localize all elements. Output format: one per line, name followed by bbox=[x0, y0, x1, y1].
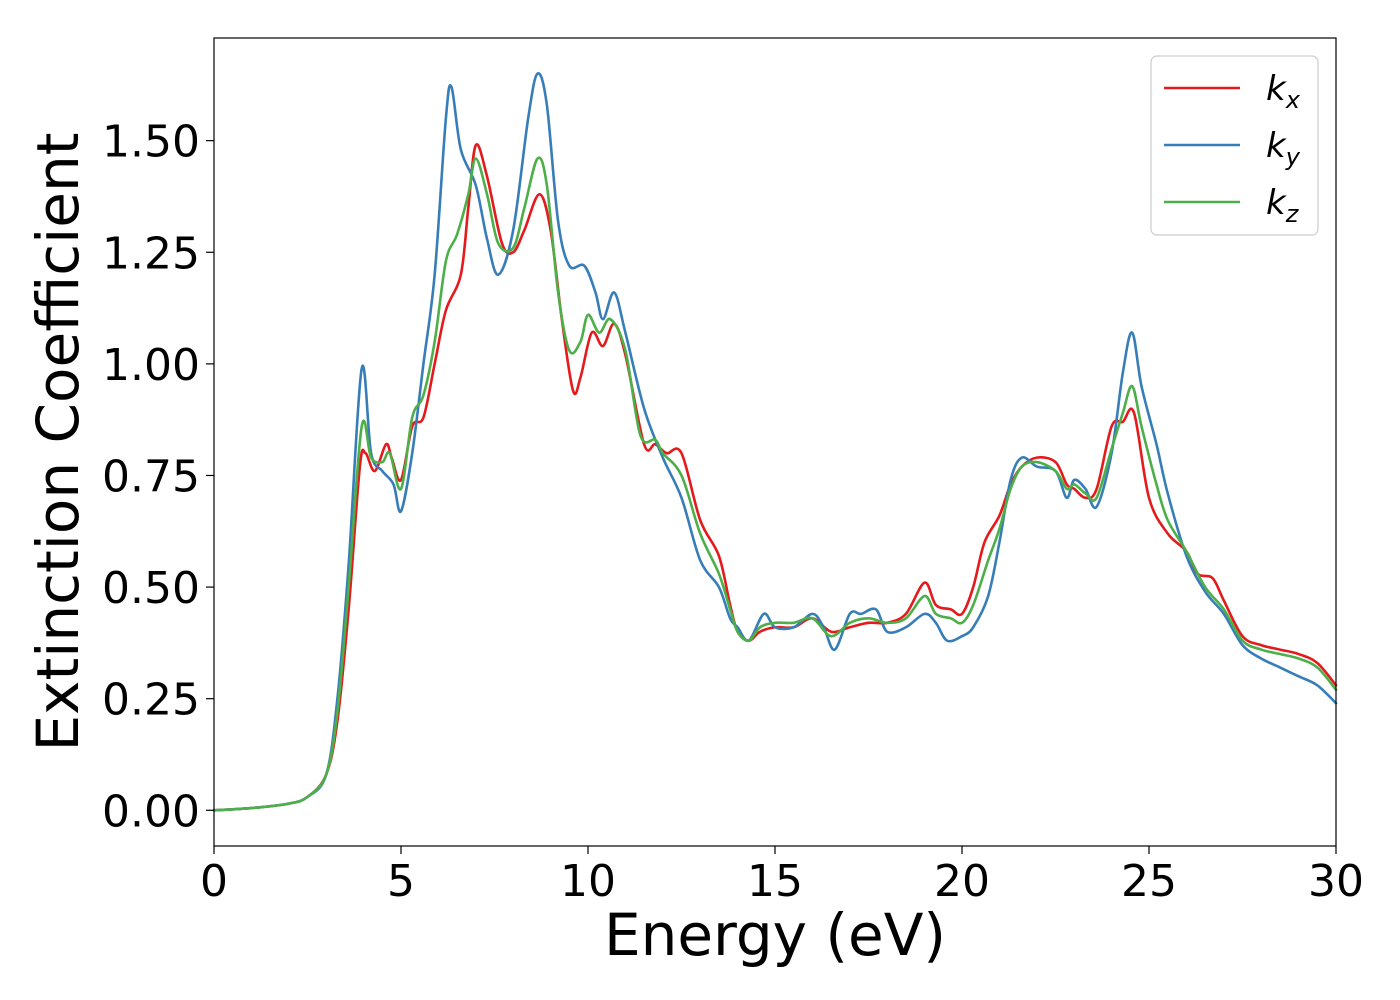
y-tick-label: 1.50 bbox=[102, 117, 200, 168]
y-tick-label: 0.50 bbox=[102, 563, 200, 614]
x-tick-label: 5 bbox=[387, 856, 415, 907]
y-tick-label: 0.75 bbox=[102, 451, 200, 502]
y-tick-label: 1.25 bbox=[102, 228, 200, 279]
y-axis-title: Extinction Coefficient bbox=[24, 133, 92, 752]
y-tick-label: 0.00 bbox=[102, 786, 200, 837]
series-layer bbox=[212, 72, 1338, 812]
x-tick-label: 10 bbox=[560, 856, 616, 907]
x-tick-label: 30 bbox=[1308, 856, 1364, 907]
x-axis-ticks: 0 5 10 15 20 25 30 bbox=[200, 846, 1364, 907]
series-line-y bbox=[212, 72, 1338, 812]
legend-label-x: kx bbox=[1266, 69, 1301, 114]
series-line-z bbox=[212, 156, 1338, 812]
legend-label-y: ky bbox=[1266, 126, 1301, 171]
x-tick-label: 25 bbox=[1121, 856, 1177, 907]
x-tick-label: 20 bbox=[934, 856, 990, 907]
legend-label-z: kz bbox=[1266, 183, 1300, 228]
x-axis-title: Energy (eV) bbox=[604, 901, 946, 969]
x-tick-label: 0 bbox=[200, 856, 228, 907]
x-tick-label: 15 bbox=[747, 856, 803, 907]
legend: kx ky kz bbox=[1150, 55, 1319, 236]
y-tick-label: 0.25 bbox=[102, 675, 200, 726]
y-axis-ticks: 0.00 0.25 0.50 0.75 1.00 1.25 1.50 bbox=[102, 117, 214, 837]
legend-items: kx ky kz bbox=[1164, 69, 1301, 228]
y-tick-label: 1.00 bbox=[102, 340, 200, 391]
